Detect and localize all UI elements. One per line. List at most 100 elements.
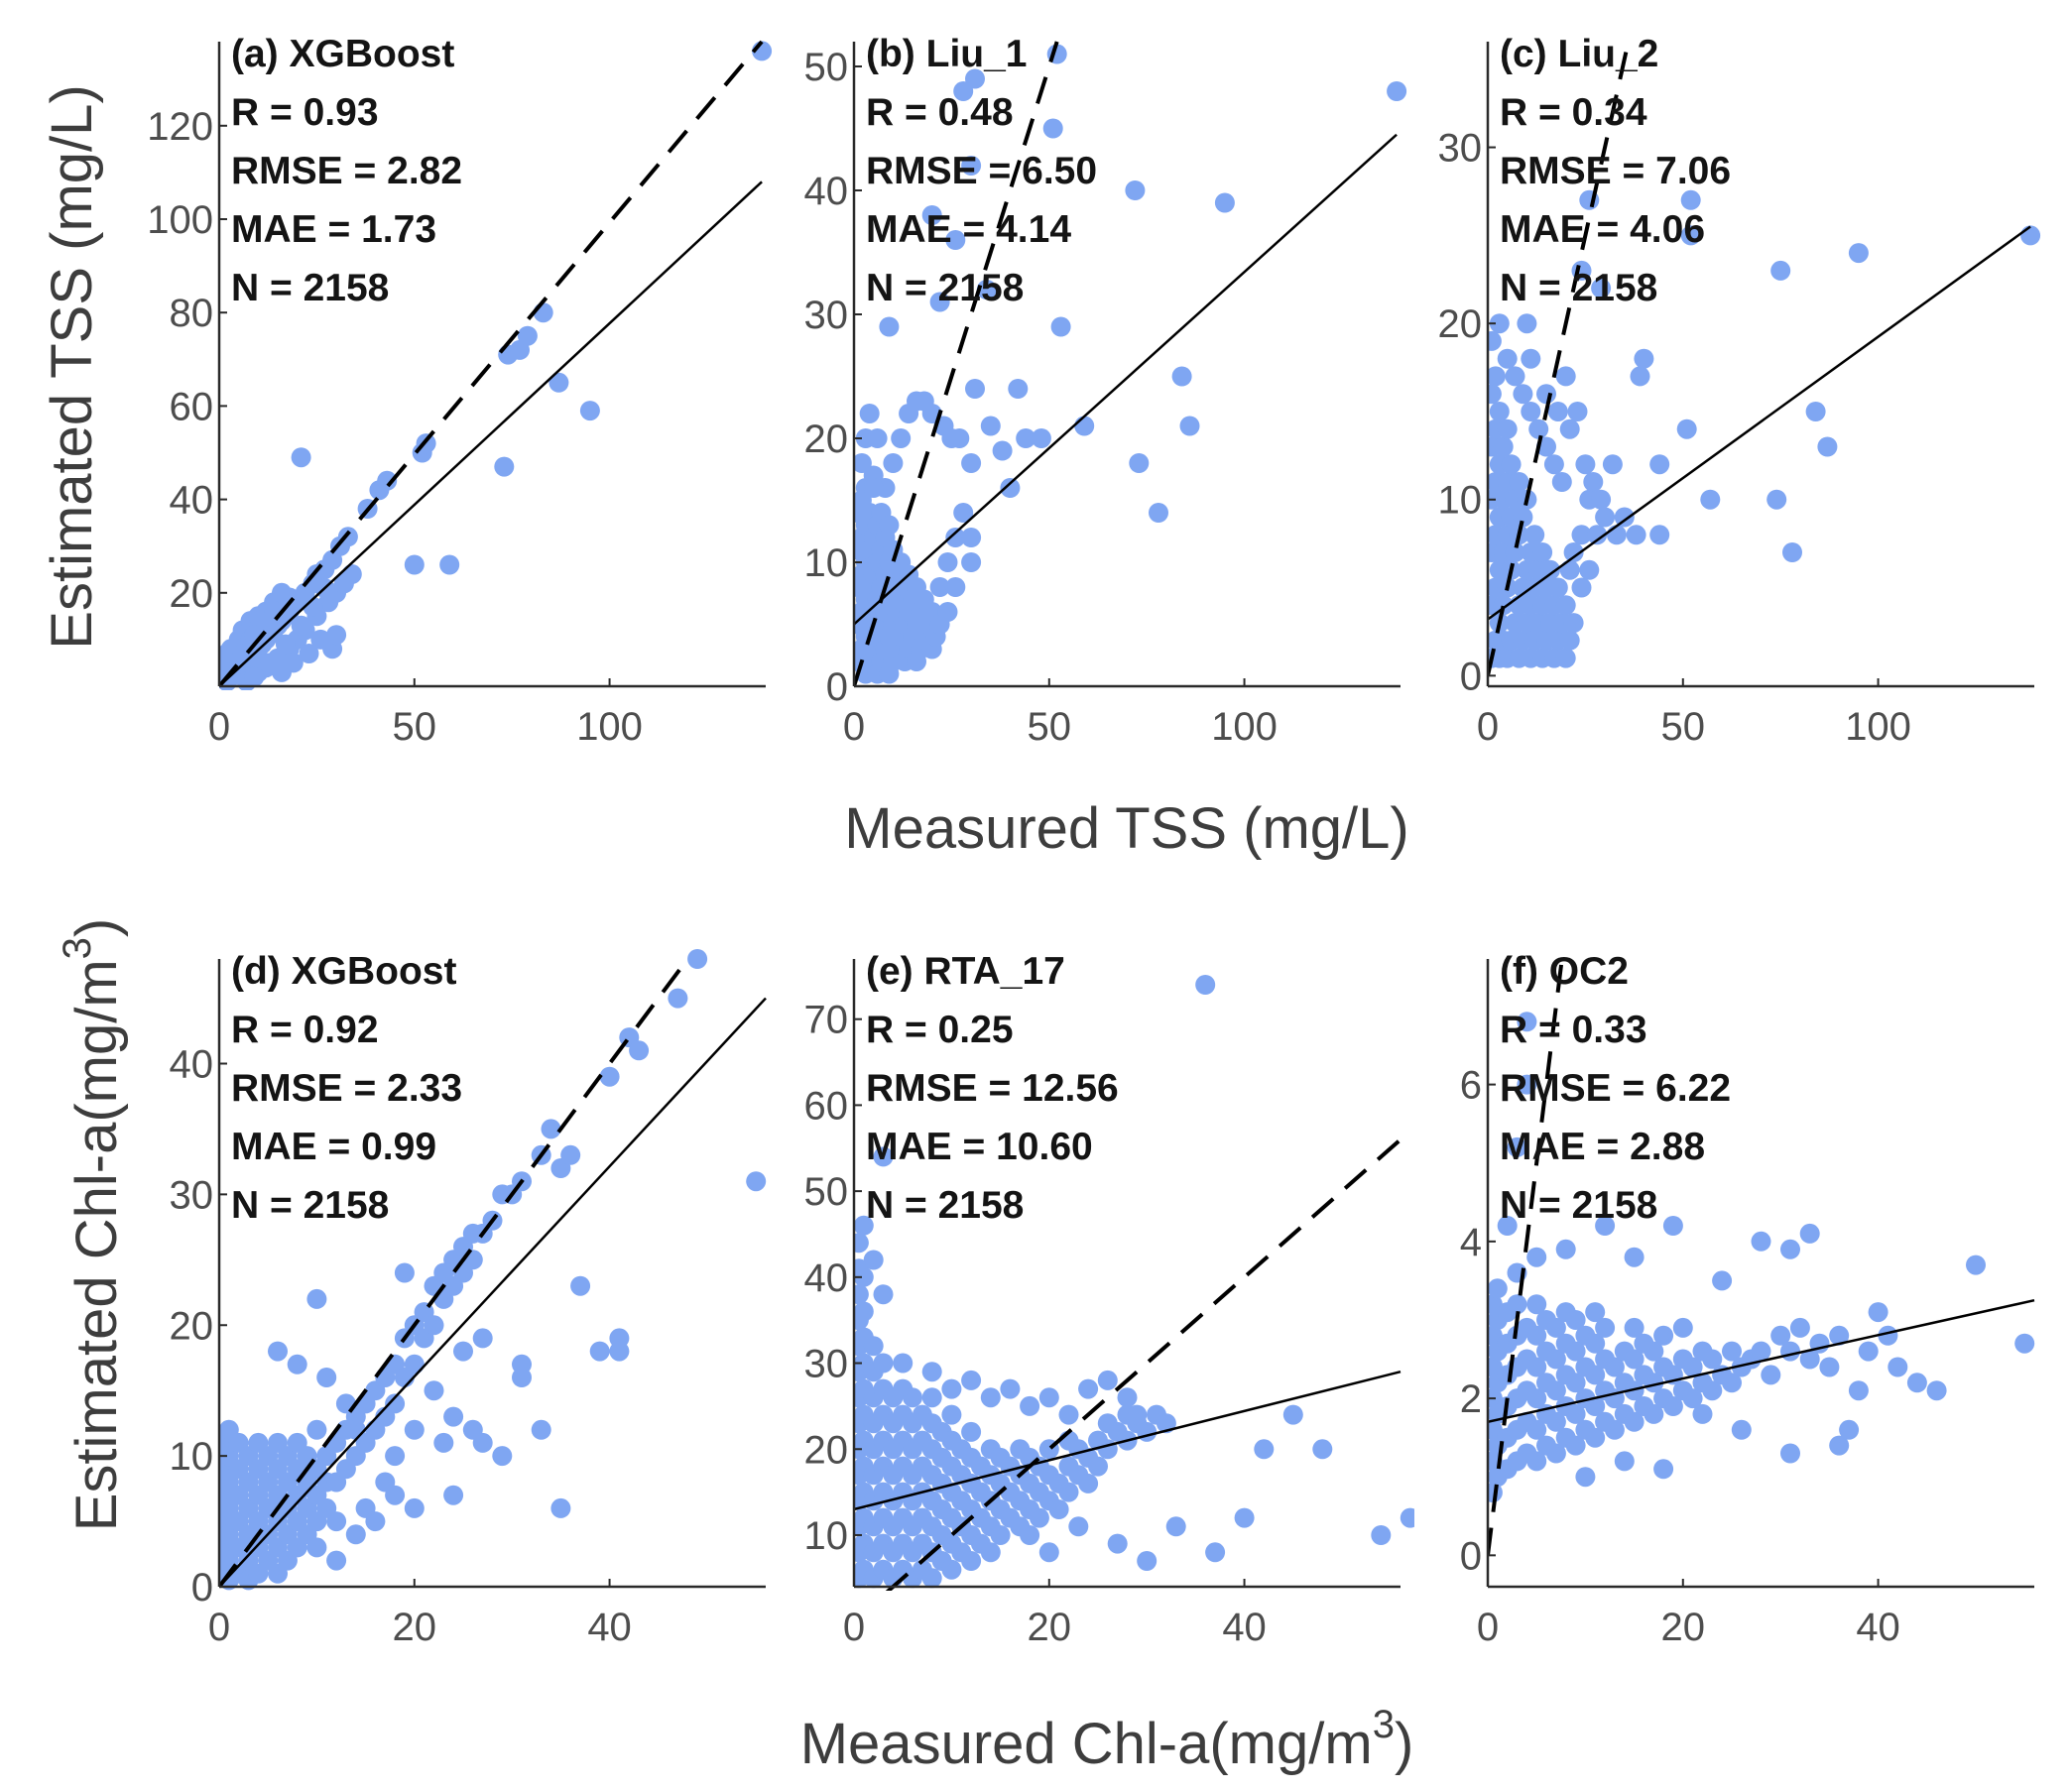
data-point — [1129, 453, 1150, 473]
data-point — [873, 1353, 894, 1374]
data-point — [863, 1336, 884, 1357]
lines — [854, 41, 1398, 687]
data-point — [1624, 1247, 1645, 1267]
data-point — [404, 554, 425, 575]
data-point — [1497, 418, 1518, 439]
data-point — [1149, 503, 1168, 523]
closing-paren: ) — [1395, 1712, 1413, 1776]
data-point — [1042, 118, 1063, 139]
data-point — [1966, 1254, 1986, 1275]
data-point — [1672, 1317, 1693, 1338]
stat-label: RMSE = 2.33 — [231, 1067, 462, 1110]
scatter-points — [854, 44, 1407, 684]
data-point — [1536, 384, 1556, 405]
data-point — [1606, 525, 1627, 545]
data-point — [1624, 1411, 1645, 1432]
data-point — [1545, 1443, 1566, 1464]
data-point — [2020, 225, 2041, 246]
scatter-points — [219, 41, 773, 690]
stat-label: R = 0.48 — [866, 91, 1014, 134]
data-point — [1488, 330, 1502, 351]
data-point — [1312, 1439, 1333, 1460]
data-point — [961, 453, 982, 473]
data-point — [1579, 559, 1600, 580]
data-point — [439, 554, 460, 575]
data-point — [1517, 1012, 1537, 1032]
data-point — [1165, 1516, 1186, 1537]
data-point — [1644, 1403, 1664, 1424]
data-point — [531, 1419, 551, 1440]
x-tick-label: 20 — [393, 1606, 437, 1649]
stat-label: R = 0.34 — [1500, 91, 1647, 134]
data-point — [1649, 454, 1670, 475]
data-point — [453, 1341, 473, 1362]
data-point — [1038, 1542, 1059, 1563]
data-point — [1649, 525, 1670, 545]
data-point — [1585, 1333, 1606, 1354]
data-point — [1722, 1341, 1742, 1362]
data-point — [1214, 192, 1235, 213]
scatter-points — [1488, 189, 2041, 668]
data-point — [1020, 1395, 1040, 1416]
data-point — [854, 1284, 869, 1305]
data-point — [965, 68, 985, 89]
data-point — [424, 1380, 444, 1401]
data-point — [283, 653, 304, 673]
data-point — [1524, 525, 1545, 545]
y-tick-label: 30 — [1438, 127, 1483, 171]
data-point — [404, 1419, 425, 1440]
data-point — [1254, 1439, 1275, 1460]
data-point — [385, 1485, 406, 1505]
data-point — [1702, 1349, 1723, 1370]
data-point — [1555, 366, 1576, 387]
scatter-points — [1488, 1012, 2035, 1502]
stat-label: RMSE = 7.06 — [1500, 150, 1731, 192]
y-tick-label: 10 — [804, 541, 849, 585]
data-point — [1137, 1551, 1157, 1571]
data-point — [1545, 1349, 1566, 1370]
data-point — [1630, 366, 1650, 387]
data-point — [1400, 1507, 1414, 1528]
data-point — [1585, 1365, 1606, 1385]
data-point — [1547, 402, 1568, 421]
data-point — [279, 587, 300, 608]
data-point — [404, 1354, 425, 1374]
data-point — [1676, 418, 1697, 439]
data-point — [599, 1066, 620, 1087]
data-point — [1614, 507, 1635, 528]
data-point — [244, 666, 265, 687]
data-point — [1050, 316, 1071, 337]
data-point — [1551, 472, 1572, 492]
data-point — [953, 503, 974, 523]
data-point — [1761, 1365, 1781, 1385]
panel-title: (c) Liu_2 — [1500, 33, 1658, 75]
data-point — [1107, 1533, 1128, 1554]
data-point — [1644, 1341, 1664, 1362]
data-point — [1117, 1387, 1138, 1408]
data-point — [879, 316, 900, 337]
y-tick-label: 100 — [147, 198, 213, 242]
data-point — [1543, 454, 1564, 475]
data-point — [260, 611, 281, 632]
data-point — [1555, 595, 1576, 616]
data-point — [1020, 1525, 1040, 1545]
x-axis-title-tss: Measured TSS (mg/L) — [844, 796, 1408, 861]
data-point — [1591, 278, 1612, 299]
data-point — [609, 1328, 630, 1349]
data-point — [1038, 1387, 1059, 1408]
regression-line — [854, 133, 1398, 626]
stat-label: R = 0.33 — [1500, 1009, 1647, 1051]
stat-label: R = 0.92 — [231, 1009, 379, 1051]
stat-label: RMSE = 6.22 — [1500, 1067, 1731, 1110]
data-point — [326, 625, 347, 646]
data-point — [1493, 436, 1514, 457]
data-point — [1700, 489, 1721, 510]
data-point — [1799, 1349, 1820, 1370]
regression-line — [1488, 1298, 2035, 1424]
data-point — [1555, 648, 1576, 668]
data-point — [961, 1421, 982, 1442]
data-point — [945, 577, 966, 597]
data-point — [1497, 348, 1518, 369]
data-point — [929, 577, 950, 597]
data-point — [961, 1370, 982, 1390]
